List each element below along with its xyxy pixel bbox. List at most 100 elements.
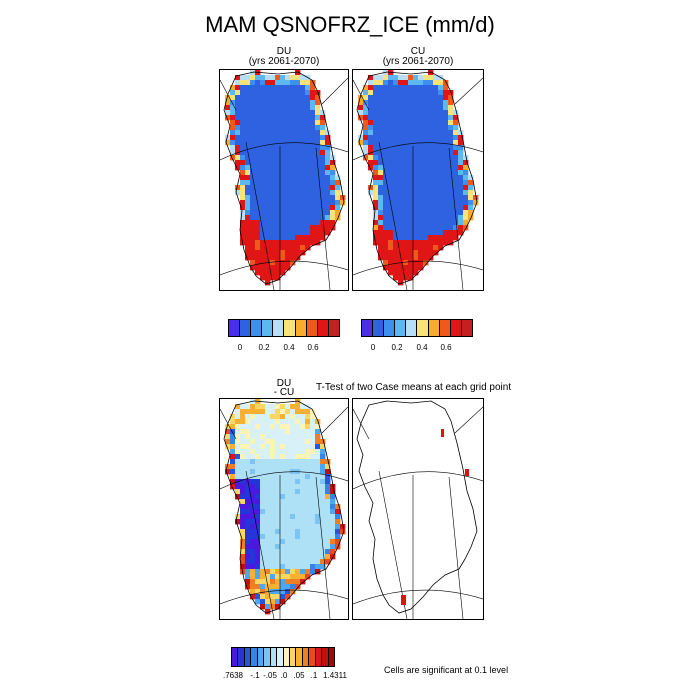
- grid-cell: [315, 95, 321, 101]
- grid-cell: [300, 479, 306, 485]
- grid-cell: [413, 130, 419, 136]
- grid-cell: [378, 230, 384, 236]
- grid-cell: [408, 115, 414, 121]
- grid-cell: [270, 504, 276, 510]
- grid-cell: [398, 160, 404, 166]
- grid-cell: [250, 574, 256, 580]
- grid-cell: [378, 125, 384, 131]
- grid-cell: [250, 479, 256, 485]
- grid-cell: [260, 494, 266, 500]
- grid-cell: [270, 195, 276, 201]
- grid-cell: [363, 130, 369, 136]
- grid-cell: [453, 115, 459, 121]
- grid-cell: [443, 160, 449, 166]
- grid-cell: [320, 519, 326, 525]
- grid-cell: [230, 150, 236, 156]
- grid-cell: [388, 270, 394, 276]
- grid-cell: [433, 205, 439, 211]
- grid-cell: [240, 115, 246, 121]
- grid-cell: [320, 120, 326, 126]
- grid-cell: [275, 220, 281, 226]
- grid-cell: [255, 95, 261, 101]
- grid-cell: [428, 190, 434, 196]
- grid-cell: [265, 75, 271, 81]
- grid-cell: [245, 409, 251, 415]
- grid-cell: [245, 584, 251, 590]
- grid-cell: [433, 90, 439, 96]
- grid-cell: [315, 484, 321, 490]
- grid-cell: [290, 105, 296, 111]
- grid-cell: [408, 255, 414, 261]
- grid-cell: [428, 170, 434, 176]
- grid-cell: [270, 275, 276, 281]
- grid-cell: [438, 195, 444, 201]
- grid-cell: [315, 100, 321, 106]
- grid-cell: [408, 80, 414, 86]
- grid-cell: [330, 554, 336, 560]
- grid-cell: [413, 90, 419, 96]
- grid-cell: [245, 504, 251, 510]
- grid-cell: [388, 175, 394, 181]
- grid-cell: [255, 170, 261, 176]
- grid-cell: [398, 135, 404, 141]
- grid-cell: [325, 160, 331, 166]
- grid-cell: [368, 160, 374, 166]
- du-colorbar-swatch-0: [229, 320, 241, 336]
- grid-cell: [325, 140, 331, 146]
- grid-cell: [290, 549, 296, 555]
- grid-cell: [373, 220, 379, 226]
- grid-cell: [280, 529, 286, 535]
- grid-cell: [245, 110, 251, 116]
- grid-cell: [383, 90, 389, 96]
- grid-cell: [398, 125, 404, 131]
- grid-cell: [235, 519, 241, 525]
- grid-cell: [260, 200, 266, 206]
- grid-cell: [260, 449, 266, 455]
- grid-cell: [378, 155, 384, 161]
- grid-cell: [255, 429, 261, 435]
- grid-cell: [265, 275, 271, 281]
- grid-cell: [270, 230, 276, 236]
- grid-cell: [280, 80, 286, 86]
- grid-cell: [315, 419, 321, 425]
- grid-cell: [250, 165, 256, 171]
- grid-cell: [468, 190, 474, 196]
- grid-cell: [393, 150, 399, 156]
- grid-cell: [320, 499, 326, 505]
- grid-cell: [363, 120, 369, 126]
- grid-cell: [398, 200, 404, 206]
- grid-cell: [260, 90, 266, 96]
- grid-cell: [270, 464, 276, 470]
- grid-cell: [230, 414, 236, 420]
- grid-cell: [285, 220, 291, 226]
- du-colorbar-swatch-8: [317, 320, 329, 336]
- grid-cell: [408, 225, 414, 231]
- grid-cell: [260, 599, 266, 605]
- grid-cell: [265, 449, 271, 455]
- grid-cell: [418, 170, 424, 176]
- grid-cell: [428, 245, 434, 251]
- grid-cell: [295, 464, 301, 470]
- grid-cell: [423, 185, 429, 191]
- grid-cell: [393, 275, 399, 281]
- grid-cell: [275, 404, 281, 410]
- grid-cell: [280, 549, 286, 555]
- grid-cell: [265, 444, 271, 450]
- grid-cell: [265, 220, 271, 226]
- grid-cell: [413, 260, 419, 266]
- grid-cell: [270, 529, 276, 535]
- grid-cell: [240, 479, 246, 485]
- grid-cell: [448, 175, 454, 181]
- grid-cell: [413, 270, 419, 276]
- grid-cell: [255, 140, 261, 146]
- grid-cell: [250, 564, 256, 570]
- grid-cell: [265, 459, 271, 465]
- grid-cell: [245, 135, 251, 141]
- grid-cell: [265, 215, 271, 221]
- du-colorbar-swatch-3: [262, 320, 274, 336]
- grid-cell: [403, 185, 409, 191]
- grid-cell: [260, 424, 266, 430]
- grid-cell: [250, 569, 256, 575]
- grid-cell: [330, 180, 336, 186]
- grid-cell: [335, 539, 341, 545]
